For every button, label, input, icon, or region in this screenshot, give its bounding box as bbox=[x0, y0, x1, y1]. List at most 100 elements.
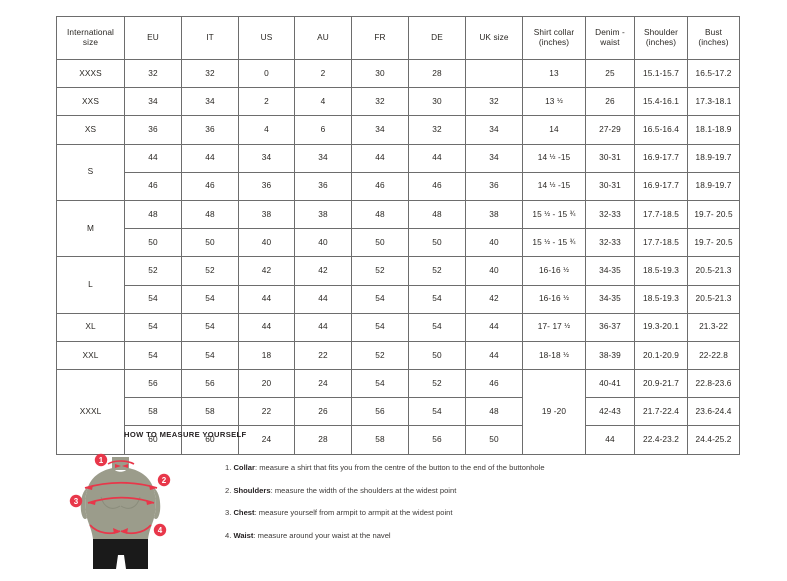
chest-arrow-right bbox=[146, 500, 154, 505]
cell-au: 40 bbox=[294, 228, 352, 258]
cell-us: 36 bbox=[238, 171, 295, 201]
header-line-2: (inches) bbox=[538, 37, 570, 47]
cell-it: 44 bbox=[181, 143, 239, 173]
cell-eu: 58 bbox=[124, 397, 182, 427]
cell-uk: 44 bbox=[465, 340, 523, 371]
table-row: XXXL 56 56 20 24 54 52 46 19 -20 40-41 20.9-21.7 22… bbox=[56, 369, 740, 455]
cell-de: 56 bbox=[408, 425, 466, 455]
cell-us: 2 bbox=[238, 87, 295, 117]
cell-de: 28 bbox=[408, 58, 466, 89]
cell-us: 44 bbox=[238, 312, 295, 342]
collar-arrow-left bbox=[122, 464, 128, 468]
figure-left-arm bbox=[80, 487, 88, 520]
cell-fr: 34 bbox=[351, 115, 409, 145]
cell-uk: 40 bbox=[465, 228, 523, 258]
cell-de: 52 bbox=[408, 369, 466, 399]
how-to-measure-heading: HOW TO MEASURE YOURSELF bbox=[124, 430, 247, 439]
chest-arrow-left bbox=[88, 500, 96, 505]
header-line-1: International bbox=[67, 27, 114, 38]
instruction-term: Chest bbox=[233, 508, 255, 518]
cell-de: 44 bbox=[408, 143, 466, 173]
cell-fr: 50 bbox=[351, 228, 409, 258]
cell-it: 48 bbox=[181, 199, 239, 230]
cell-de: 46 bbox=[408, 171, 466, 201]
cell-shoulder: 21.7-22.4 bbox=[634, 397, 688, 427]
table-row: 60 60 24 28 58 56 50 44 22.4-23.2 24.4-25.2 bbox=[57, 425, 740, 455]
cell-international-size: XL bbox=[56, 312, 125, 342]
cell-denim: 26 bbox=[585, 87, 635, 117]
table-row: 46 46 36 36 46 46 36 14 ½ -15 30-31 16.9-17.7 18.9… bbox=[57, 171, 740, 201]
cell-bust: 20.5-21.3 bbox=[687, 256, 740, 286]
cell-it: 50 bbox=[181, 228, 239, 258]
waist-arrow-right bbox=[113, 528, 120, 534]
cell-it: 58 bbox=[181, 397, 239, 427]
cell-us: 22 bbox=[238, 397, 295, 427]
cell-denim: 25 bbox=[585, 58, 635, 89]
cell-bust: 18.9-19.7 bbox=[687, 171, 740, 201]
cell-it: 56 bbox=[181, 369, 239, 399]
cell-shirt-collar: 13 ½ bbox=[522, 87, 586, 117]
cell-shirt-collar: 19 -20 bbox=[522, 369, 586, 455]
measurement-instructions-list: 1. Collar: measure a shirt that fits you… bbox=[225, 463, 545, 553]
torso-diagram-svg: 1 2 3 4 bbox=[69, 453, 171, 569]
cell-denim: 38-39 bbox=[585, 340, 635, 371]
svg-text:4: 4 bbox=[158, 526, 163, 535]
table-row: XS 36 36 4 6 34 32 34 14 27-29 16.5-16.4 18.1-18.9 bbox=[56, 115, 740, 145]
cell-bust: 24.4-25.2 bbox=[687, 425, 740, 455]
cell-it: 52 bbox=[181, 256, 239, 286]
column-header-au: AU bbox=[294, 16, 352, 60]
cell-it: 54 bbox=[181, 340, 239, 371]
cell-fr: 58 bbox=[351, 425, 409, 455]
cell-uk: 48 bbox=[465, 397, 523, 427]
body-measurement-figure: 1 2 3 4 bbox=[68, 451, 173, 581]
column-header-shoulder: Shoulder (inches) bbox=[634, 16, 688, 60]
shoulders-arrow-left bbox=[85, 485, 93, 490]
column-header-it: IT bbox=[181, 16, 239, 60]
cell-shoulder: 15.4-16.1 bbox=[634, 87, 688, 117]
cell-denim: 36-37 bbox=[585, 312, 635, 342]
cell-fr: 54 bbox=[351, 312, 409, 342]
column-header-eu: EU bbox=[124, 16, 182, 60]
column-header-denim-waist: Denim - waist bbox=[585, 16, 635, 60]
column-header-uk-size: UK size bbox=[465, 16, 523, 60]
cell-uk: 32 bbox=[465, 87, 523, 117]
cell-shirt-collar: 17- 17 ½ bbox=[522, 312, 586, 342]
cell-denim: 32-33 bbox=[585, 228, 635, 258]
cell-fr: 46 bbox=[351, 171, 409, 201]
table-row: XXS 34 34 2 4 32 30 32 13 ½ 26 15.4-16.1 17.3-18.1 bbox=[56, 87, 740, 117]
cell-bust: 19.7- 20.5 bbox=[687, 199, 740, 230]
cell-denim: 42-43 bbox=[585, 397, 635, 427]
cell-au: 36 bbox=[294, 171, 352, 201]
cell-denim: 27-29 bbox=[585, 115, 635, 145]
column-header-shirt-collar: Shirt collar (inches) bbox=[522, 16, 586, 60]
cell-uk: 42 bbox=[465, 284, 523, 314]
cell-denim: 30-31 bbox=[585, 143, 635, 173]
marker-4-waist: 4 bbox=[153, 523, 167, 537]
column-header-de: DE bbox=[408, 16, 466, 60]
instruction-number: 3. bbox=[225, 508, 234, 518]
cell-bust: 18.1-18.9 bbox=[687, 115, 740, 145]
cell-eu: 54 bbox=[124, 340, 182, 371]
instruction-text: : measure the width of the shoulders at … bbox=[270, 485, 457, 495]
cell-eu: 54 bbox=[124, 312, 182, 342]
table-header-row: International size EU IT US AU FR DE UK … bbox=[56, 16, 740, 60]
column-header-fr: FR bbox=[351, 16, 409, 60]
cell-international-size: XXXS bbox=[56, 58, 125, 89]
cell-us: 40 bbox=[238, 228, 295, 258]
cell-international-size: XXXL bbox=[56, 369, 125, 455]
instruction-text: : measure yourself from armpit to armpit… bbox=[254, 508, 453, 518]
waist-arrow-left bbox=[121, 528, 128, 534]
cell-it: 32 bbox=[181, 58, 239, 89]
cell-denim: 32-33 bbox=[585, 199, 635, 230]
cell-uk: 36 bbox=[465, 171, 523, 201]
collar-arrow-right bbox=[115, 464, 121, 468]
cell-it: 46 bbox=[181, 171, 239, 201]
cell-it: 54 bbox=[181, 284, 239, 314]
marker-3-chest: 3 bbox=[69, 494, 83, 508]
figure-neck bbox=[112, 457, 129, 470]
cell-denim: 34-35 bbox=[585, 284, 635, 314]
cell-shoulder: 19.3-20.1 bbox=[634, 312, 688, 342]
cell-us: 4 bbox=[238, 115, 295, 145]
marker-2-shoulders: 2 bbox=[157, 473, 171, 487]
table-row: XXL 54 54 18 22 52 50 44 18-18 ½ 38-39 20.1-20.9 22… bbox=[56, 340, 740, 371]
